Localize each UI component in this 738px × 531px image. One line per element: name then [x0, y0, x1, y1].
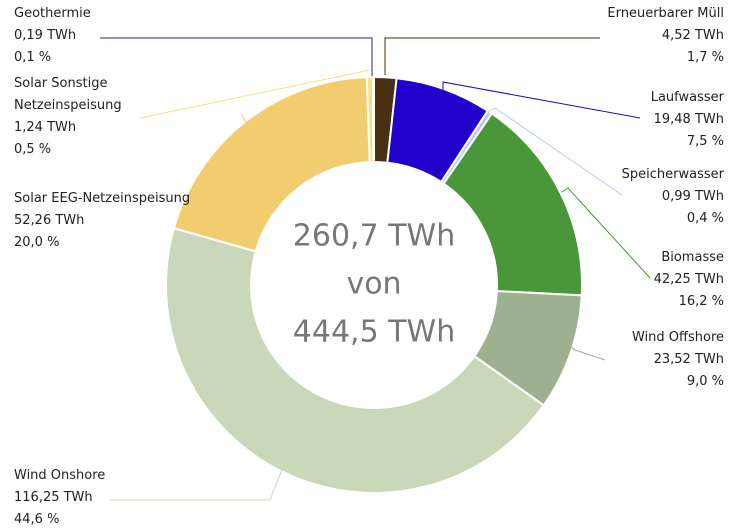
label-line: Speicherwasser — [621, 167, 724, 182]
label-line: Biomasse — [661, 250, 724, 265]
label-line: 44,6 % — [14, 512, 60, 527]
segment-label: Laufwasser 19,48 TWh 7,5 % — [651, 87, 724, 153]
segment-label: Solar Sonstige Netzeinspeisung 1,24 TWh 0,… — [14, 73, 164, 161]
segment-label: Biomasse 42,25 TWh 16,2 % — [654, 247, 724, 313]
label-line: 0,19 TWh — [14, 28, 77, 43]
segment-label: Erneuerbarer Müll 4,52 TWh 1,7 % — [607, 3, 724, 69]
label-line: 0,4 % — [686, 211, 724, 226]
center-text: 260,7 TWh — [293, 219, 455, 254]
label-line: 9,0 % — [686, 374, 724, 389]
leader-line — [241, 114, 248, 126]
label-line: 23,52 TWh — [653, 352, 724, 367]
donut-segment — [165, 226, 546, 494]
leader-line — [487, 107, 623, 196]
label-line: Solar EEG-Netzeinspeisung — [14, 191, 191, 206]
label-line: Geothermie — [14, 6, 91, 21]
segment-label: Solar EEG-Netzeinspeisung 52,26 TWh 20,0 % — [14, 188, 190, 254]
label-line: Wind Onshore — [14, 468, 106, 483]
label-line: Solar Sonstige Netzeinspeisung — [14, 76, 122, 113]
leader-line — [442, 81, 641, 119]
label-line: Laufwasser — [650, 90, 724, 105]
segment-label: Wind Onshore 116,25 TWh 44,6 % — [14, 465, 105, 531]
label-line: 116,25 TWh — [14, 490, 93, 505]
label-line: 0,1 % — [14, 50, 52, 65]
leader-line — [384, 37, 600, 75]
label-line: 20,0 % — [14, 235, 60, 250]
center-text: 444,5 TWh — [293, 315, 455, 350]
label-line: 16,2 % — [678, 294, 724, 309]
segment-label: Speicherwasser 0,99 TWh 0,4 % — [622, 164, 724, 230]
label-line: 0,99 TWh — [661, 189, 724, 204]
leader-line — [561, 187, 651, 279]
donut-segment — [372, 75, 375, 164]
label-line: Wind Offshore — [631, 330, 724, 345]
segment-label: Geothermie 0,19 TWh 0,1 % — [14, 3, 91, 69]
segment-label: Wind Offshore 23,52 TWh 9,0 % — [632, 327, 724, 393]
leader-line — [110, 461, 286, 501]
center-text: von — [346, 267, 401, 302]
leader-line — [139, 69, 371, 119]
label-line: 52,26 TWh — [14, 213, 85, 228]
label-line: 1,24 TWh — [14, 120, 77, 135]
label-line: 0,5 % — [14, 142, 52, 157]
label-line: Erneuerbarer Müll — [607, 6, 724, 21]
leader-line — [567, 344, 606, 361]
label-line: 4,52 TWh — [661, 28, 724, 43]
label-line: 1,7 % — [686, 50, 724, 65]
label-line: 42,25 TWh — [653, 272, 724, 287]
leader-line — [100, 37, 373, 76]
donut-segment — [172, 76, 371, 253]
label-line: 19,48 TWh — [653, 112, 724, 127]
label-line: 7,5 % — [686, 134, 724, 149]
